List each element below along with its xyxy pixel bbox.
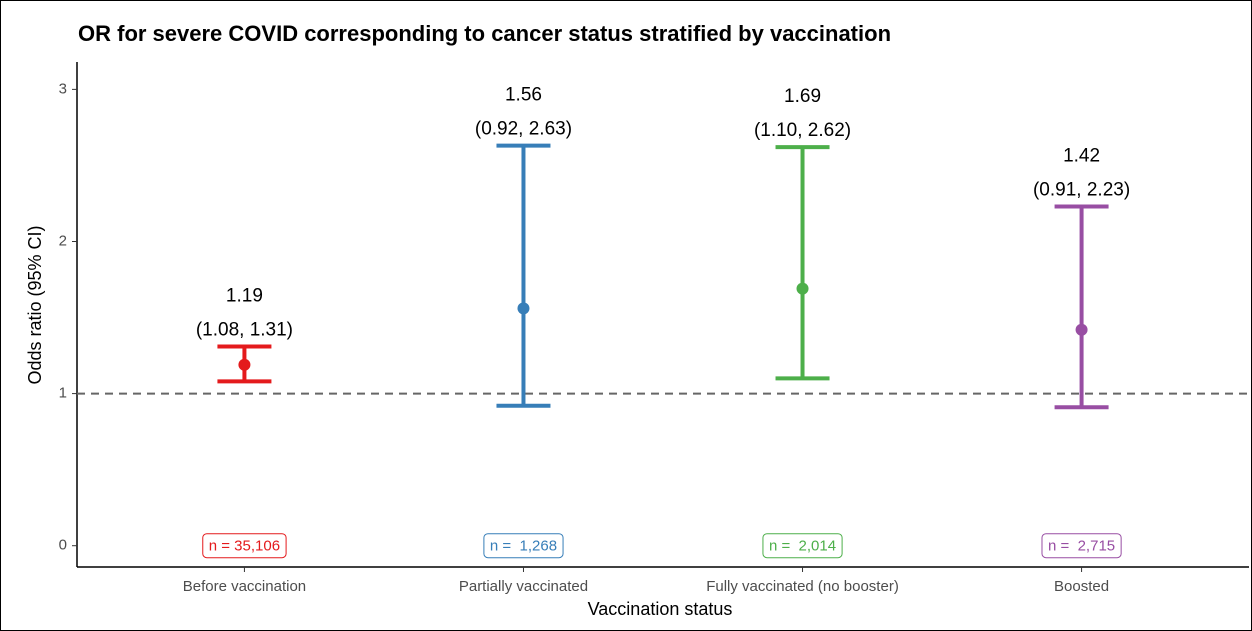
value-label: 1.19: [226, 285, 263, 306]
y-tick-label: 2: [59, 232, 67, 249]
point: [796, 282, 809, 295]
x-axis-title: Vaccination status: [588, 599, 733, 619]
x-tick-label: Partially vaccinated: [459, 578, 588, 595]
n-label-box: [202, 533, 287, 559]
point: [1075, 323, 1088, 336]
ci-label: (1.08, 1.31): [196, 319, 293, 340]
value-label: 1.69: [784, 86, 821, 107]
n-label-box: [483, 533, 564, 559]
value-label: 1.56: [505, 85, 542, 106]
n-label: n = 1,268: [490, 538, 557, 555]
y-tick-label: 3: [59, 80, 67, 97]
n-label-box: [762, 533, 843, 559]
y-tick-label: 0: [59, 537, 67, 554]
x-tick-label: Boosted: [1054, 578, 1109, 595]
ci-label: (0.92, 2.63): [475, 119, 572, 140]
x-tick-label: Fully vaccinated (no booster): [706, 578, 899, 595]
n-label: n = 35,106: [209, 538, 280, 555]
ci-label: (0.91, 2.23): [1033, 180, 1130, 201]
point: [517, 302, 530, 315]
y-tick-label: 1: [59, 385, 67, 402]
x-tick-label: Before vaccination: [183, 578, 306, 595]
chart-title: OR for severe COVID corresponding to can…: [78, 21, 891, 46]
value-label: 1.42: [1063, 146, 1100, 167]
n-label: n = 2,715: [1048, 538, 1115, 555]
ci-label: (1.10, 2.62): [754, 120, 851, 141]
n-label-box: [1041, 533, 1122, 559]
y-axis-title: Odds ratio (95% CI): [25, 225, 45, 384]
point: [238, 358, 251, 371]
n-label: n = 2,014: [769, 538, 836, 555]
